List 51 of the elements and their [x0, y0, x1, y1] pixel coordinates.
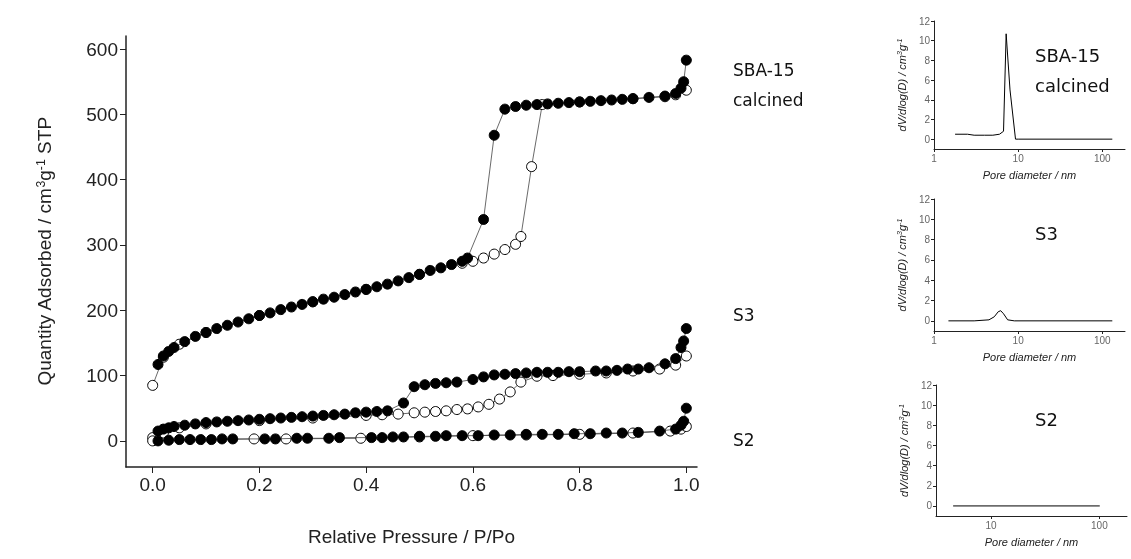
y-tick-label: 400	[86, 169, 118, 191]
x-tick-label: 10	[1012, 334, 1025, 346]
y-tick-label: 2	[924, 113, 931, 125]
y-tick-label: 600	[86, 38, 118, 60]
x-tick-label: 100	[1093, 152, 1112, 164]
y-tick-label: 12	[918, 193, 931, 205]
y-tick-label: 4	[924, 94, 931, 106]
y-tick-label: 0	[926, 500, 933, 512]
y-tick-label: 2	[926, 480, 933, 492]
x-tick-label: 0.4	[352, 474, 380, 495]
x-tick-label: 1.0	[673, 474, 700, 495]
text: S3	[733, 305, 755, 325]
x-axis-title: Pore diameter / nm	[984, 535, 1079, 548]
y-tick-label: 2	[924, 295, 931, 307]
y-tick-label: 6	[924, 74, 931, 86]
y-axis-title: Quantity Adsorbed / cm3g-1 STP	[34, 116, 55, 386]
x-tick-label: 0.0	[139, 474, 166, 495]
y-tick-label: 8	[924, 54, 931, 66]
x-axis-title: Pore diameter / nm	[982, 168, 1077, 181]
y-tick-label: 12	[920, 379, 933, 391]
y-tick-label: 200	[86, 299, 118, 321]
y-tick-label: 8	[926, 419, 933, 431]
y-tick-label: 10	[920, 399, 933, 411]
x-tick-label: 10	[1012, 152, 1025, 164]
y-tick-label: 4	[924, 274, 931, 286]
y-tick-label: 300	[86, 234, 118, 256]
y-tick-label: 0	[924, 133, 931, 145]
y-tick-label: 500	[86, 103, 118, 125]
y-tick-label: 8	[924, 234, 931, 246]
y-tick-label: 10	[918, 35, 931, 47]
y-tick-label: 4	[926, 460, 933, 472]
annotation: S2	[1035, 409, 1058, 431]
x-axis-title: Pore diameter / nm	[982, 350, 1077, 363]
annotation: SBA-15 calcined	[1035, 45, 1110, 97]
x-tick-label: 0.8	[566, 474, 593, 495]
text: S2	[733, 430, 755, 450]
x-tick-label: 0.6	[459, 474, 487, 495]
y-tick-label: 12	[918, 15, 931, 27]
y-tick-label: 10	[918, 213, 931, 225]
y-tick-label: 0	[107, 430, 118, 452]
x-tick-label: 1	[931, 334, 938, 346]
y-tick-label: 0	[924, 315, 931, 327]
y-tick-label: 100	[86, 365, 118, 387]
annotation: S3	[1035, 223, 1058, 245]
x-tick-label: 1	[931, 152, 938, 164]
x-axis-title: Relative Pressure / P/Po	[308, 526, 515, 547]
x-tick-label: 100	[1093, 334, 1112, 346]
text: SBA-15 calcined	[733, 60, 804, 110]
y-tick-label: 6	[926, 439, 933, 451]
x-tick-label: 0.2	[246, 474, 273, 495]
y-tick-label: 6	[924, 254, 931, 266]
